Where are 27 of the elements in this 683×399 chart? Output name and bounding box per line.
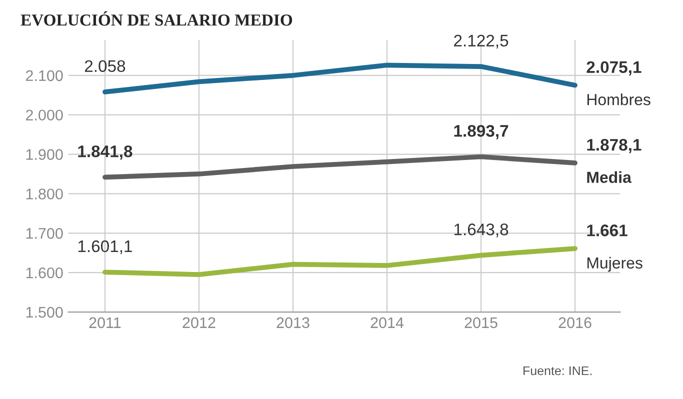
data-label: 1.893,7: [454, 124, 508, 140]
x-tick-label: 2016: [558, 317, 592, 328]
series-label: Hombres: [587, 94, 650, 106]
data-label: 2.075,1: [586, 61, 642, 76]
series-label: Media: [587, 171, 632, 183]
data-label: 1.601,1: [78, 240, 132, 254]
y-tick-label: 1.500: [26, 306, 63, 318]
series-label: Mujeres: [587, 256, 642, 272]
x-tick-label: 2015: [464, 317, 498, 328]
source-note: Fuente: INE.: [524, 366, 592, 376]
data-label: 2.058: [84, 60, 126, 72]
x-tick-label: 2013: [276, 317, 310, 328]
x-tick-label: 2012: [182, 317, 216, 328]
x-tick-label: 2014: [370, 317, 404, 328]
y-tick-label: 1.900: [26, 149, 63, 160]
data-label: 1.878,1: [587, 138, 642, 154]
y-tick-label: 1.600: [26, 267, 63, 278]
data-label: 1.841,8: [78, 145, 132, 160]
y-tick-label: 1.700: [26, 228, 63, 239]
data-label: 2.122,5: [454, 34, 508, 49]
data-label: 1.643,8: [454, 224, 508, 238]
y-tick-label: 2.100: [26, 70, 63, 82]
data-label: 1.661: [587, 224, 628, 236]
y-tick-label: 2.000: [26, 110, 63, 121]
x-tick-label: 2011: [89, 317, 121, 328]
y-tick-label: 1.800: [26, 188, 63, 200]
chart-title: EVOLUCIÓN DE SALARIO MEDIO: [20, 11, 292, 26]
